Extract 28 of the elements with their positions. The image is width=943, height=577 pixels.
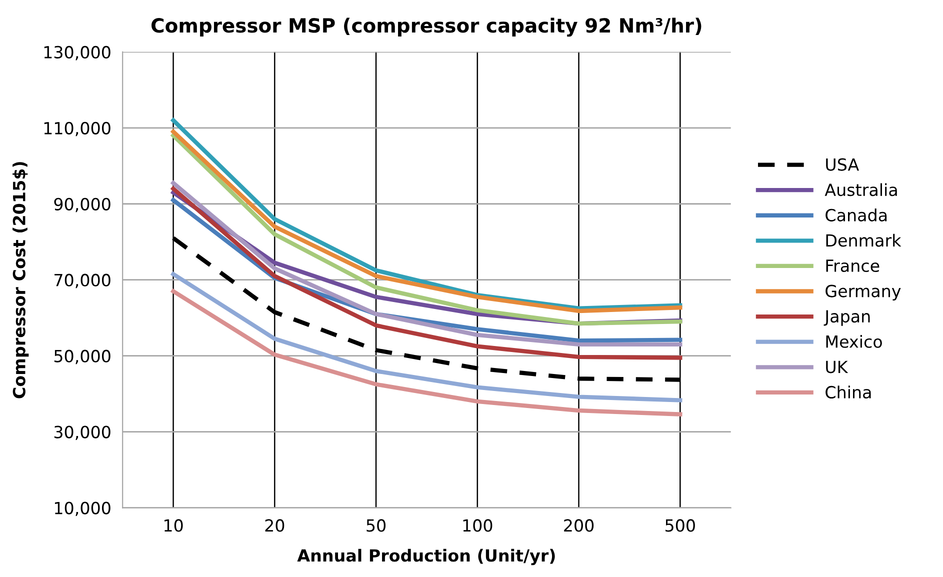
x-tick-label: 100: [463, 519, 492, 532]
x-tick-label: 20: [265, 519, 284, 532]
x-tick-label: 50: [366, 519, 386, 532]
y-tick-label: 70,000: [54, 274, 110, 288]
legend-label: France: [826, 260, 880, 272]
y-tick-label: 90,000: [54, 198, 110, 212]
y-tick-label: 50,000: [54, 350, 110, 364]
legend-label: Canada: [826, 208, 887, 222]
x-tick-label: 10: [164, 519, 183, 532]
legend-label: Denmark: [826, 234, 902, 247]
y-axis-title: Compressor Cost (2015$): [12, 162, 29, 398]
x-tick-label: 200: [564, 519, 594, 532]
y-tick-label: 10,000: [54, 502, 110, 516]
legend-label: Australia: [824, 183, 897, 196]
line-series: [171, 289, 682, 416]
x-tick-label: 500: [666, 519, 695, 532]
y-tick-label: 110,000: [44, 122, 110, 136]
legend-label: UK: [826, 360, 848, 374]
legend-label: China: [826, 386, 871, 399]
legend-label: Germany: [826, 284, 901, 301]
y-tick-label: 30,000: [54, 426, 110, 440]
y-tick-label: 130,000: [44, 46, 110, 60]
legend-label: Mexico: [826, 335, 882, 348]
chart-title: Compressor MSP (compressor capacity 92 Nm³/hr): [152, 18, 702, 37]
x-axis-title: Annual Production (Unit/yr): [297, 548, 555, 566]
legend-label: Japan: [824, 310, 870, 326]
line-series: [171, 272, 682, 402]
legend-label: USA: [826, 158, 860, 171]
